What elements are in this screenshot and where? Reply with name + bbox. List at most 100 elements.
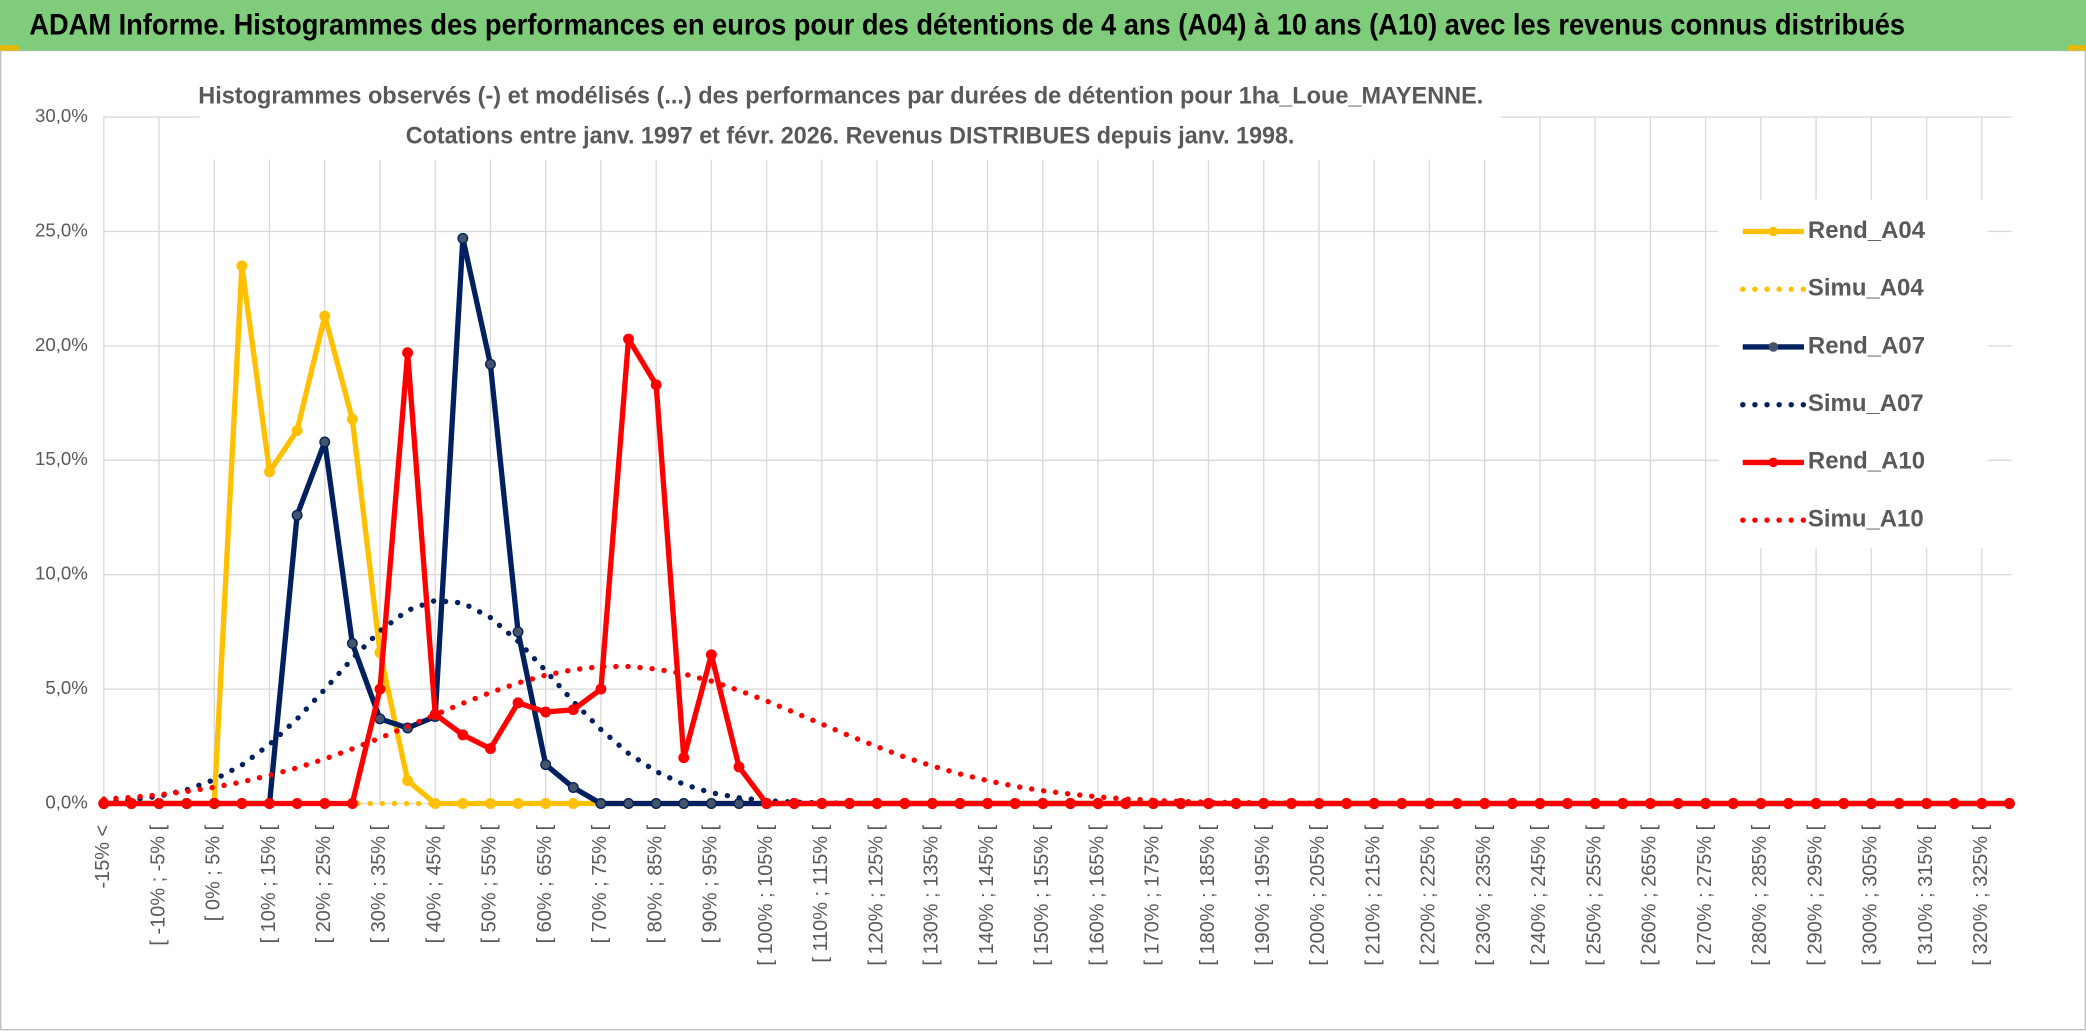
series-marker (1037, 798, 1049, 809)
series-marker (2003, 798, 2015, 809)
x-tick-label: [ 180% ; 185% [ (1197, 824, 1219, 965)
series-marker (457, 232, 469, 244)
series-marker (484, 358, 496, 370)
series-marker (346, 413, 358, 425)
x-tick-label: [ -10% ; -5% [ (147, 824, 169, 945)
x-tick-label: [ 40% ; 45% [ (423, 824, 445, 943)
series-marker (844, 798, 855, 809)
y-tick-label: 10,0% (35, 563, 88, 584)
series-marker (1092, 798, 1104, 809)
x-tick-label: [ 240% ; 245% [ (1528, 824, 1550, 965)
x-tick-label: [ 190% ; 195% [ (1252, 824, 1274, 965)
series-marker (208, 798, 220, 809)
legend-box (1718, 199, 1988, 549)
series-marker (705, 649, 717, 661)
series-marker (678, 798, 690, 809)
y-tick-label: 25,0% (35, 219, 88, 240)
series-marker (567, 704, 579, 716)
x-tick-label: [ 50% ; 55% [ (479, 824, 501, 943)
legend-label: Rend_A07 (1808, 332, 1925, 359)
x-tick-label: [ 110% ; 115% [ (810, 824, 832, 962)
series-marker (871, 798, 883, 809)
legend-marker (1768, 342, 1779, 352)
grid: 0,0% 5,0% 10,0% 15,0% 20,0% 25,0% 30,0% -15% < [… (35, 105, 2012, 966)
header-title: ADAM Informe. Histogrammes des performan… (29, 9, 1905, 41)
header-accent (0, 45, 19, 51)
series-marker (595, 683, 607, 695)
y-tick-label: 15,0% (35, 448, 88, 469)
series-marker (788, 798, 800, 809)
legend-label: Simu_A10 (1808, 505, 1924, 532)
legend-marker (1768, 457, 1779, 468)
series-marker (1009, 798, 1021, 809)
x-tick-label: [ 310% ; 315% [ (1915, 824, 1937, 965)
series-marker (623, 798, 634, 809)
series-marker (457, 729, 469, 741)
series-marker (512, 697, 524, 709)
x-tick-label: [ 260% ; 265% [ (1639, 824, 1661, 965)
x-tick-label: [ 100% ; 105% [ (755, 824, 777, 965)
series-marker (319, 310, 331, 322)
series-marker (899, 798, 911, 809)
legend-label: Simu_A07 (1808, 390, 1924, 417)
x-tick-label: [ 0% ; 5% [ (203, 824, 225, 921)
series-line (101, 663, 2013, 807)
x-tick-label: [ 220% ; 225% [ (1418, 824, 1440, 965)
x-tick-label: [ 140% ; 145% [ (976, 824, 998, 965)
series-marker (926, 798, 938, 809)
x-tick-label: [ 250% ; 255% [ (1583, 824, 1605, 965)
plot-area (98, 232, 2015, 809)
x-tick-label: [ 30% ; 35% [ (368, 824, 390, 943)
title-box (199, 77, 1501, 160)
series-marker (374, 713, 386, 725)
series-marker (236, 260, 248, 272)
x-tick-label: [ 230% ; 235% [ (1473, 824, 1495, 965)
series-marker (1064, 798, 1076, 809)
series-marker (402, 347, 414, 359)
series-marker (954, 798, 966, 809)
series-marker (484, 743, 496, 755)
x-tick-label: [ 90% ; 95% [ (700, 824, 722, 943)
header-bar (0, 0, 2086, 51)
legend-label: Rend_A04 (1808, 217, 1926, 244)
series-marker (512, 626, 524, 638)
header-accent (2067, 45, 2086, 51)
series-marker (291, 509, 303, 521)
x-tick-label: [ 290% ; 295% [ (1804, 824, 1826, 965)
x-tick-label: [ 10% ; 15% [ (258, 824, 280, 943)
series-marker (346, 798, 358, 809)
series-marker (319, 436, 331, 448)
x-tick-label: [ 270% ; 275% [ (1694, 824, 1716, 965)
series-marker (623, 333, 634, 345)
series-marker (733, 761, 745, 773)
series-marker (761, 798, 773, 809)
x-tick-label: [ 300% ; 305% [ (1860, 824, 1882, 965)
x-tick-label: [ 150% ; 155% [ (1031, 824, 1053, 965)
x-tick-label: [ 70% ; 75% [ (589, 824, 611, 943)
legend: Rend_A04 Simu_A04 Rend_A07 Simu_A07 Rend_A10… (1718, 199, 1988, 549)
x-tick-label: [ 170% ; 175% [ (1142, 824, 1164, 965)
series-marker (374, 683, 386, 695)
series-marker (705, 798, 717, 809)
series-marker (982, 798, 994, 809)
x-tick-label: [ 210% ; 215% [ (1362, 824, 1384, 965)
series-marker (264, 798, 275, 809)
y-tick-label: 5,0% (45, 677, 87, 698)
series-marker (540, 759, 552, 771)
series-marker (346, 637, 358, 649)
series-marker (181, 798, 193, 809)
x-tick-label: [ 280% ; 285% [ (1749, 824, 1771, 965)
series-marker (291, 425, 303, 436)
series-marker (236, 798, 248, 809)
series-marker (319, 798, 331, 809)
series-marker (650, 798, 662, 809)
x-tick-label: [ 20% ; 25% [ (313, 824, 335, 943)
x-tick-label: [ 60% ; 65% [ (534, 824, 556, 943)
legend-marker (1768, 226, 1779, 237)
series-marker (816, 798, 828, 809)
series-marker (291, 798, 303, 809)
x-tick-label: [ 320% ; 325% [ (1970, 824, 1992, 965)
y-tick-label: 0,0% (45, 791, 87, 812)
